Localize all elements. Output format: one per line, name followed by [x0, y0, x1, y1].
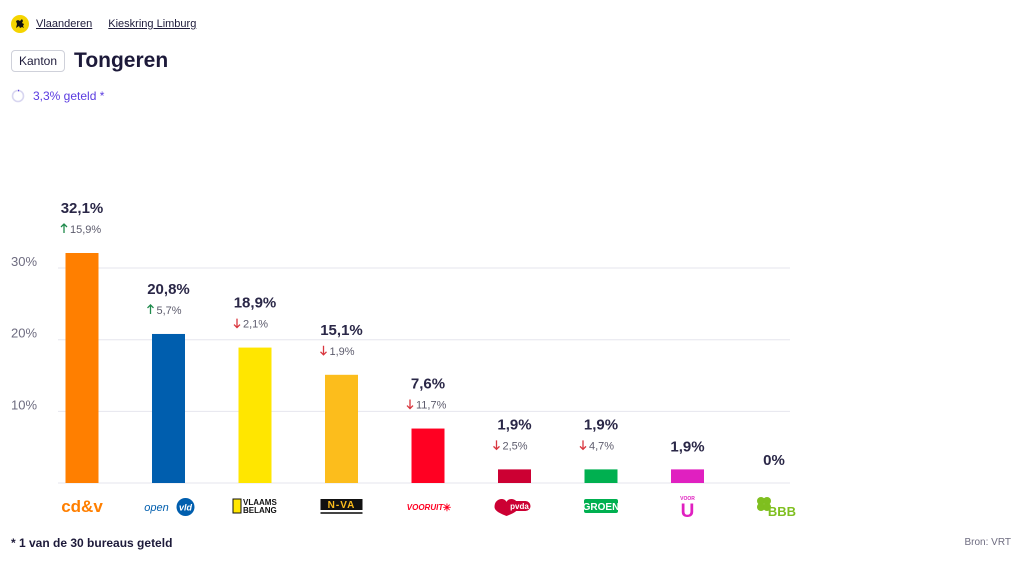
breadcrumb-link-kieskring[interactable]: Kieskring Limburg — [108, 18, 197, 30]
cdv-logo: cd&v — [61, 497, 103, 516]
y-tick-label: 30% — [11, 254, 37, 269]
svg-text:VOORUIT: VOORUIT — [407, 503, 445, 512]
source-label: Bron: VRT — [964, 537, 1012, 548]
change-value: 4,7% — [589, 440, 614, 452]
change-value: 15,9% — [70, 224, 101, 236]
data-label: 15,1% — [320, 322, 363, 339]
svg-text:BELANG: BELANG — [243, 506, 277, 515]
arrow-down-icon — [233, 318, 241, 329]
svg-text:VLAAMS: VLAAMS — [243, 498, 277, 507]
y-tick-label: 20% — [11, 326, 37, 341]
arrow-down-icon — [406, 399, 414, 410]
svg-text:U: U — [681, 501, 695, 522]
change-label: 11,7% — [406, 399, 447, 412]
svg-text:BBB: BBB — [768, 504, 796, 519]
arrow-up-icon — [147, 304, 154, 314]
svg-text:N-VA: N-VA — [328, 500, 356, 511]
arrow-down-icon — [320, 345, 327, 356]
vooru-logo: VOORU — [680, 496, 695, 522]
data-label: 1,9% — [584, 416, 618, 433]
data-label: 0% — [763, 452, 785, 469]
change-value: 1,9% — [330, 346, 355, 358]
data-label: 1,9% — [497, 416, 531, 433]
change-value: 2,1% — [243, 319, 268, 331]
data-label: 20,8% — [147, 281, 190, 298]
arrow-up-icon — [60, 223, 68, 233]
svg-text:VOOR: VOOR — [680, 496, 695, 502]
openvld-logo: open vld — [144, 498, 195, 516]
change-value: 5,7% — [157, 305, 182, 317]
pvda-logo: pvda — [494, 499, 531, 516]
arrow-down-icon — [493, 440, 500, 451]
count-status: 3,3% geteld * — [11, 89, 104, 103]
bar-openvld — [152, 333, 185, 483]
change-value: 2,5% — [503, 440, 528, 452]
progress-ring-icon — [11, 89, 25, 103]
vooruit-logo: VOORUIT ✳ — [407, 503, 452, 514]
bar-vooru — [671, 469, 704, 483]
svg-text:open: open — [144, 502, 168, 514]
counted-text: 3,3% geteld * — [33, 89, 105, 103]
footnote: * 1 van de 30 bureaus geteld — [11, 536, 173, 550]
bbb-logo: BBB — [757, 497, 796, 519]
change-label: 4,7% — [579, 440, 614, 452]
page-header: Kanton Tongeren — [11, 49, 168, 73]
breadcrumb-link-vlaanderen[interactable]: Vlaanderen — [36, 18, 93, 30]
groen-logo: GROEN — [583, 499, 620, 513]
breadcrumb: Vlaanderen Kieskring Limburg — [11, 14, 212, 34]
bar-pvda — [498, 469, 531, 483]
data-label: 32,1% — [61, 200, 104, 217]
arrow-down-icon — [579, 440, 587, 451]
svg-text:cd&v: cd&v — [61, 497, 103, 516]
results-bar-chart: 10% 20% 30% 32,1% 15,9% cd&v 20,8% 5,7% open vld 1… — [11, 200, 796, 522]
flanders-lion-icon — [11, 15, 29, 33]
bar-vlaamsbelang — [238, 347, 272, 483]
nva-logo: N-VA — [320, 499, 363, 514]
bar-vooruit — [411, 428, 445, 483]
level-badge: Kanton — [11, 50, 66, 72]
change-label: 2,5% — [493, 440, 528, 452]
y-tick-label: 10% — [11, 397, 37, 412]
change-label: 2,1% — [233, 318, 268, 331]
data-label: 18,9% — [234, 295, 277, 312]
bar-groen — [584, 469, 618, 483]
svg-text:vld: vld — [179, 503, 193, 513]
change-label: 15,9% — [60, 223, 101, 236]
data-label: 1,9% — [670, 438, 704, 455]
change-label: 5,7% — [147, 304, 182, 317]
data-label: 7,6% — [411, 376, 445, 393]
change-label: 1,9% — [320, 345, 355, 358]
svg-text:GROEN: GROEN — [583, 502, 620, 513]
page-title: Tongeren — [74, 49, 169, 72]
change-value: 11,7% — [416, 400, 447, 412]
bar-cdv — [65, 253, 99, 483]
svg-text:✳: ✳ — [443, 503, 452, 514]
bar-nva — [325, 374, 358, 483]
svg-text:pvda: pvda — [510, 502, 529, 511]
